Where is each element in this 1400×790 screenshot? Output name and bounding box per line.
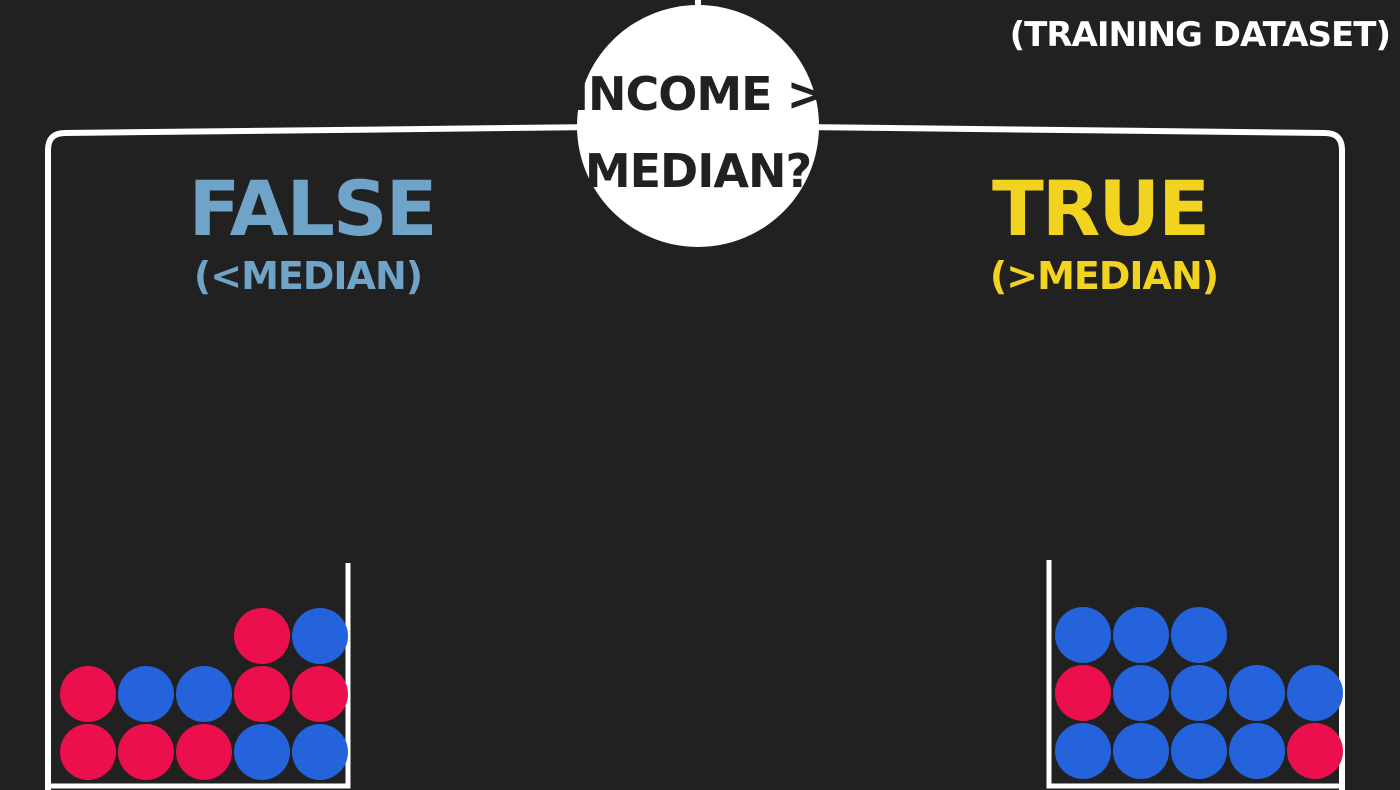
red-ball	[176, 724, 232, 780]
red-ball	[118, 724, 174, 780]
true-bucket-balls	[1055, 607, 1343, 779]
true-bucket	[1046, 560, 1342, 789]
red-ball	[1287, 723, 1343, 779]
training-dataset-label: (TRAINING DATASET)	[1010, 15, 1390, 55]
blue-ball	[1055, 607, 1111, 663]
question-line-1: INCOME >	[572, 67, 824, 121]
red-ball	[1055, 665, 1111, 721]
blue-ball	[118, 666, 174, 722]
false-bucket	[48, 563, 351, 789]
red-ball	[234, 666, 290, 722]
blue-ball	[176, 666, 232, 722]
blue-ball	[1171, 607, 1227, 663]
blue-ball	[1229, 723, 1285, 779]
red-ball	[292, 666, 348, 722]
blue-ball	[1229, 665, 1285, 721]
true-branch-subtitle: (>MEDIAN)	[990, 254, 1218, 298]
question-node	[577, 5, 819, 247]
blue-ball	[1287, 665, 1343, 721]
blue-ball	[292, 724, 348, 780]
blue-ball	[1171, 723, 1227, 779]
branch-line	[45, 124, 1345, 790]
blue-ball	[1171, 665, 1227, 721]
question-line-2: MEDIAN?	[585, 144, 811, 198]
blue-ball	[1113, 723, 1169, 779]
red-ball	[60, 724, 116, 780]
blue-ball	[1113, 665, 1169, 721]
red-ball	[60, 666, 116, 722]
false-bucket-balls	[60, 608, 348, 780]
false-branch-subtitle: (<MEDIAN)	[194, 254, 422, 298]
blue-ball	[1055, 723, 1111, 779]
blue-ball	[292, 608, 348, 664]
blue-ball	[1113, 607, 1169, 663]
red-ball	[234, 608, 290, 664]
true-branch-title: TRUE	[992, 164, 1208, 253]
blue-ball	[234, 724, 290, 780]
false-branch-title: FALSE	[188, 164, 435, 253]
